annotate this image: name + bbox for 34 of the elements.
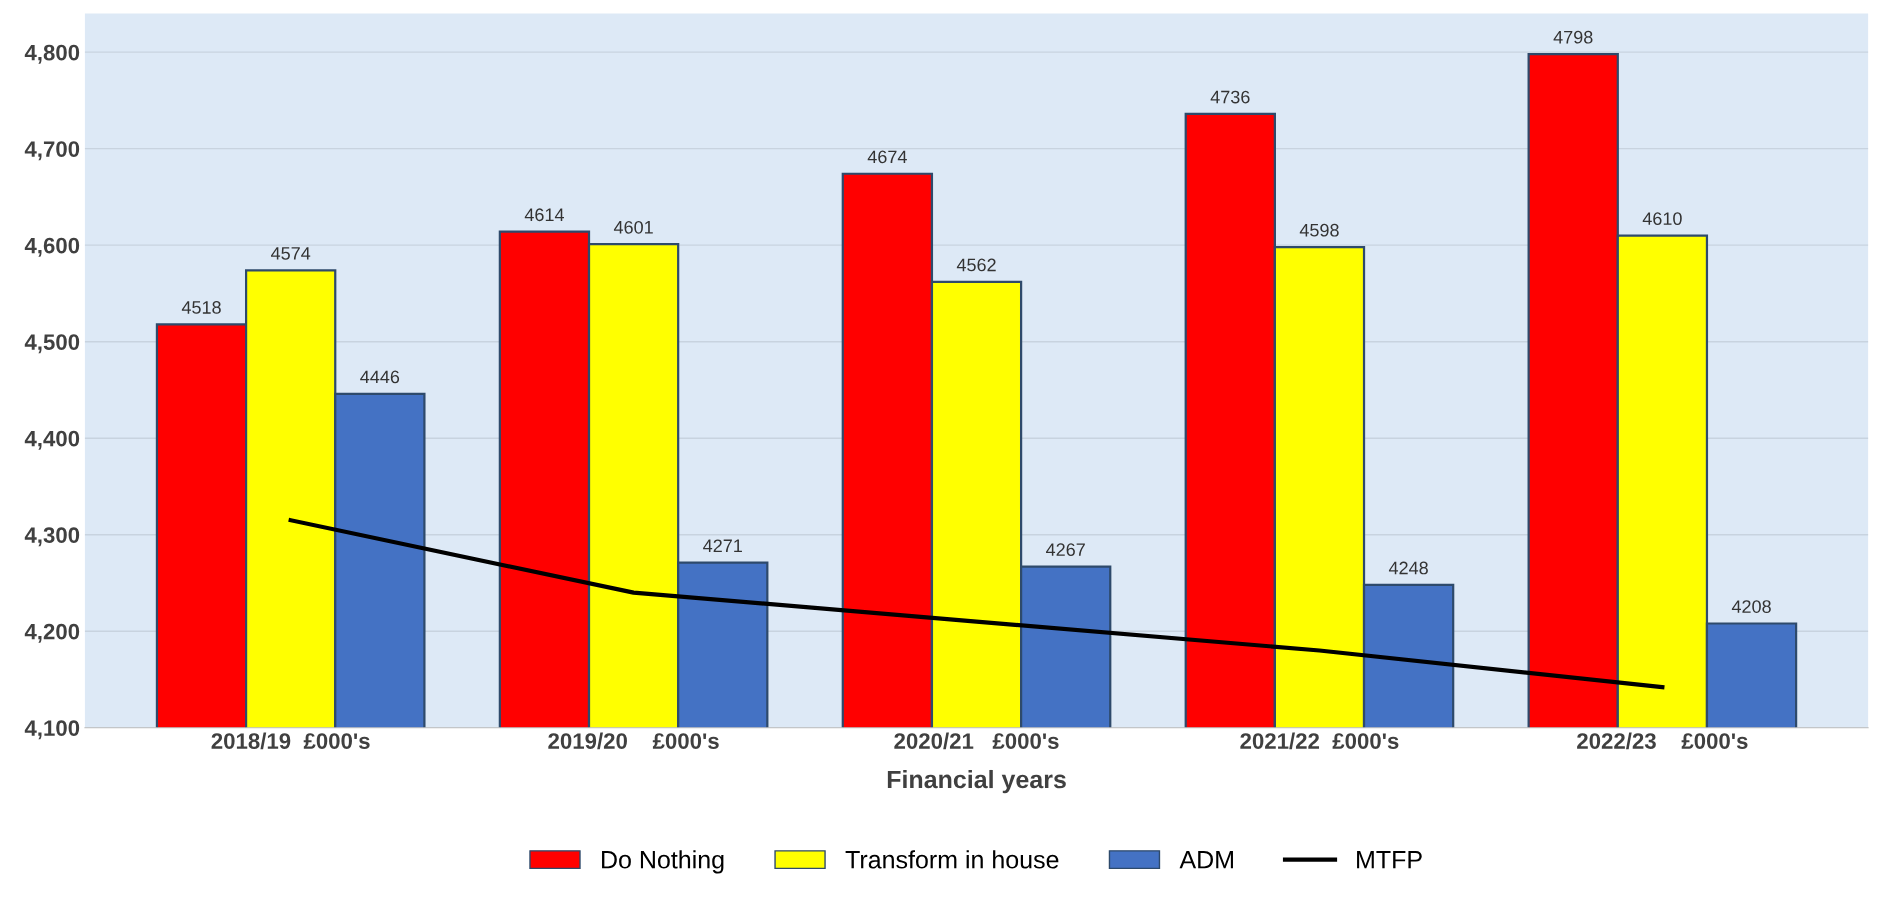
data-label: 4446 [360, 370, 400, 384]
y-tick-label: 4,300 [24, 527, 80, 547]
line-series [288, 518, 1665, 690]
legend-label: MTFP [1357, 851, 1422, 869]
y-tick-label: 4,100 [24, 720, 80, 740]
data-label: 4598 [1299, 223, 1339, 237]
x-axis-title: Financial years [887, 769, 1066, 794]
data-label: 4798 [1553, 30, 1593, 44]
x-tick-label: 2018/19 £000's [211, 732, 370, 750]
data-label: 4518 [181, 301, 221, 314]
x-tick-label: 2021/22 £000's [1240, 732, 1399, 750]
data-label: 4574 [271, 247, 311, 260]
data-label: 4674 [867, 150, 907, 164]
legend-label: Transform in house [845, 850, 1059, 869]
data-label: 4614 [524, 208, 564, 222]
y-tick-label: 4,500 [24, 334, 80, 354]
data-label: 4736 [1210, 90, 1250, 104]
data-label: 4208 [1731, 600, 1771, 613]
x-tick-label: 2020/21 £000's [894, 732, 1059, 750]
y-tick-label: 4,600 [24, 237, 80, 257]
data-label: 4248 [1388, 561, 1428, 575]
y-tick-label: 4,200 [24, 623, 80, 643]
legend-label: ADM [1179, 851, 1233, 869]
data-label: 4562 [956, 258, 996, 272]
data-label: 4267 [1046, 543, 1085, 557]
data-label: 4271 [703, 539, 742, 552]
data-label: 4610 [1642, 212, 1682, 226]
y-tick-label: 4,400 [24, 430, 80, 450]
y-tick-label: 4,800 [24, 44, 80, 64]
y-tick-label: 4,700 [24, 141, 80, 161]
legend-label: Do Nothing [602, 850, 724, 874]
data-label: 4601 [613, 220, 653, 234]
x-tick-label: 2019/20 £000's [548, 732, 719, 750]
x-tick-label: 2022/23 £000's [1577, 732, 1748, 750]
